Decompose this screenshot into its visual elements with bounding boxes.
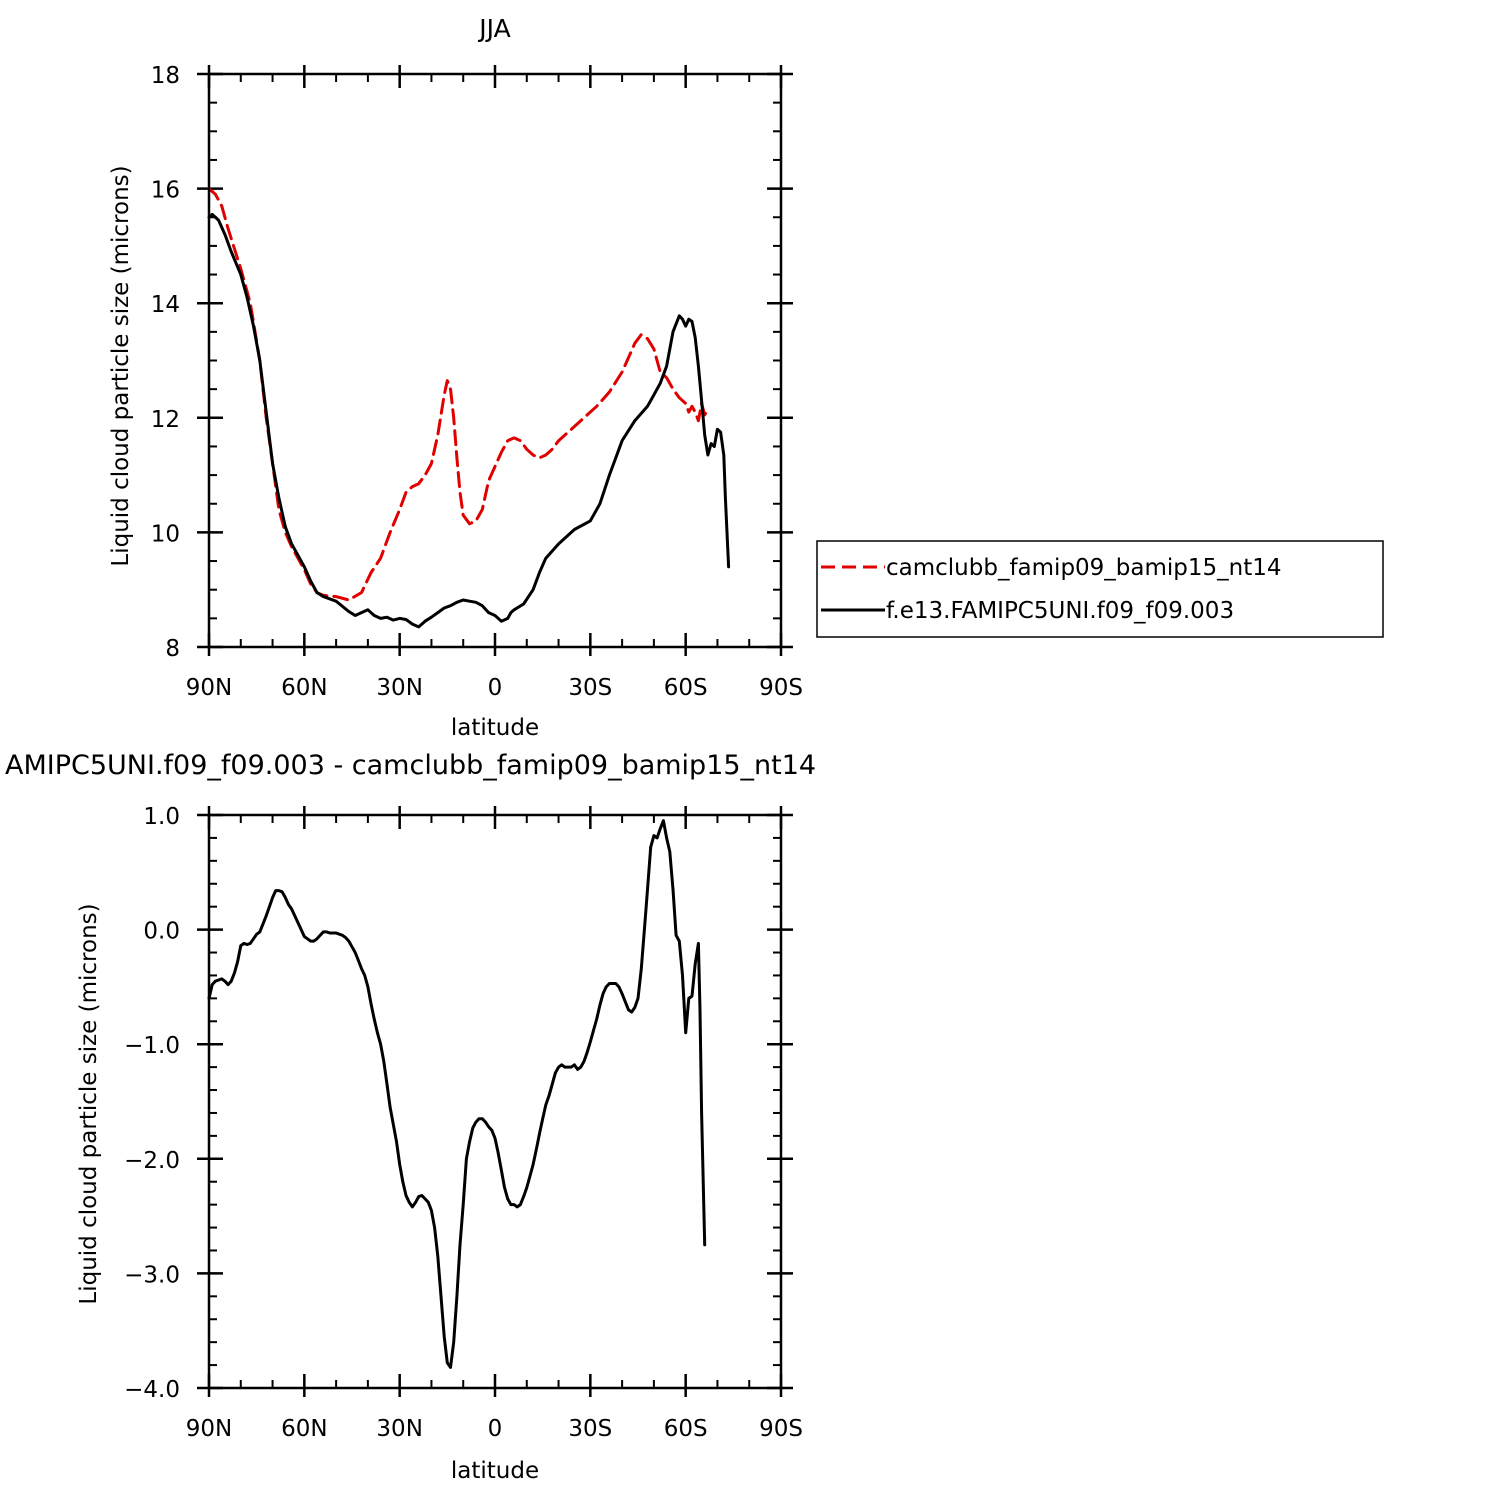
- top-y-tick-label: 16: [151, 178, 180, 204]
- top-x-tick-label: 60N: [281, 675, 327, 701]
- bottom-x-tick-label: 90N: [186, 1416, 232, 1442]
- legend-label-famipc5uni: f.e13.FAMIPC5UNI.f09_f09.003: [886, 598, 1234, 624]
- bottom-x-tick-label: 30N: [376, 1416, 422, 1442]
- bottom-x-tick-label: 60S: [664, 1416, 708, 1442]
- top-x-tick-label: 30S: [568, 675, 612, 701]
- legend-label-camclubb: camclubb_famip09_bamip15_nt14: [886, 555, 1282, 581]
- bottom-x-tick-label: 0: [488, 1416, 503, 1442]
- bottom-chart-title: AMIPC5UNI.f09_f09.003 - camclubb_famip09…: [5, 750, 816, 781]
- top-y-tick-label: 12: [151, 407, 180, 433]
- bottom-y-tick-label: −4.0: [124, 1377, 180, 1403]
- top-series-line-0: [207, 187, 710, 602]
- bottom-x-tick-label: 30S: [568, 1416, 612, 1442]
- legend-box: [816, 540, 1384, 638]
- bottom-x-axis-label: latitude: [451, 1458, 539, 1484]
- bottom-x-tick-label: 90S: [759, 1416, 803, 1442]
- bottom-plot-frame: [207, 813, 783, 1390]
- top-x-tick-label: 90N: [186, 675, 232, 701]
- top-plot-frame: [207, 72, 783, 649]
- bottom-x-tick-label: 60N: [281, 1416, 327, 1442]
- top-y-tick-label: 8: [165, 636, 180, 662]
- bottom-y-tick-label: 0.0: [143, 919, 180, 945]
- bottom-y-axis-label: Liquid cloud particle size (microns): [76, 903, 102, 1304]
- legend: camclubb_famip09_bamip15_nt14 f.e13.FAMI…: [816, 540, 1384, 638]
- top-x-tick-label: 60S: [664, 675, 708, 701]
- top-y-tick-label: 10: [151, 521, 180, 547]
- bottom-series-line-0: [207, 819, 707, 1369]
- top-x-tick-label: 90S: [759, 675, 803, 701]
- top-x-axis-label: latitude: [451, 715, 539, 741]
- top-y-tick-label: 18: [151, 63, 180, 89]
- panel-bottom: AMIPC5UNI.f09_f09.003 - camclubb_famip09…: [5, 750, 816, 1484]
- top-y-tick-label: 14: [151, 292, 180, 318]
- bottom-y-tick-label: −3.0: [124, 1262, 180, 1288]
- bottom-y-tick-label: −2.0: [124, 1148, 180, 1174]
- top-x-tick-label: 0: [488, 675, 503, 701]
- top-chart-title: JJA: [477, 14, 510, 43]
- top-y-axis-label: Liquid cloud particle size (microns): [108, 165, 134, 566]
- panel-top: JJA 90N 60N 30N 0 30S 60S 90S 8 10 12 14 16 18 latit…: [108, 14, 803, 741]
- bottom-y-tick-label: −1.0: [124, 1033, 180, 1059]
- top-series-line-1: [207, 212, 731, 629]
- bottom-y-tick-label: 1.0: [143, 804, 180, 830]
- top-x-tick-label: 30N: [376, 675, 422, 701]
